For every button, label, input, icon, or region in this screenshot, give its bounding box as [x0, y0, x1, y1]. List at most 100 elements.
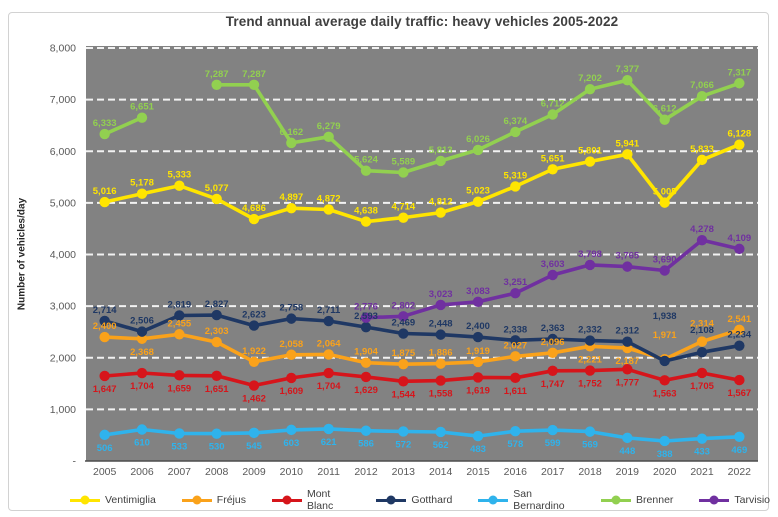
legend-label: San Bernardino	[513, 488, 565, 512]
data-point	[211, 193, 222, 205]
data-point	[547, 347, 558, 358]
legend-label: Fréjus	[216, 494, 246, 506]
data-label: 4,109	[727, 233, 751, 244]
data-point	[248, 320, 260, 331]
legend-item-san-bernardino[interactable]: San Bernardino	[478, 488, 575, 512]
data-point	[734, 243, 745, 255]
data-point	[510, 425, 521, 437]
data-label: 1,922	[242, 346, 266, 357]
data-label: 4,278	[690, 224, 714, 235]
data-label: 533	[171, 441, 187, 452]
legend-marker-dot	[709, 495, 719, 505]
data-point	[547, 164, 558, 175]
x-tick-label: 2019	[616, 466, 640, 478]
data-point	[584, 365, 596, 376]
y-tick-label: 3,000	[50, 301, 76, 313]
data-point	[622, 74, 633, 86]
legend-marker-dot	[282, 495, 292, 505]
legend-item-ventimiglia[interactable]: Ventimiglia	[70, 494, 156, 506]
data-point	[323, 423, 334, 435]
data-label: 2,363	[541, 323, 565, 334]
data-label: 6,128	[727, 129, 751, 140]
data-point	[734, 431, 745, 442]
data-point	[510, 287, 521, 299]
legend-label: Brenner	[636, 494, 674, 506]
data-point	[547, 333, 558, 345]
data-label: 1,567	[727, 388, 751, 399]
data-point	[211, 428, 222, 439]
legend-item-brenner[interactable]: Brenner	[601, 494, 673, 506]
data-point	[510, 351, 521, 362]
data-label: 4,872	[317, 193, 341, 204]
data-point	[398, 328, 409, 339]
legend-item-gotthard[interactable]: Gotthard	[376, 494, 452, 506]
data-label: 569	[582, 440, 598, 451]
data-label: 5,589	[391, 156, 415, 167]
data-label: 483	[470, 444, 486, 455]
data-label: 1,704	[130, 381, 154, 392]
data-label: 2,819	[167, 299, 191, 310]
data-label: 586	[358, 439, 374, 450]
data-label: 6,374	[503, 116, 527, 127]
data-label: 6,279	[317, 121, 341, 132]
x-tick-label: 2013	[392, 466, 416, 478]
data-point	[360, 216, 372, 227]
data-point	[659, 114, 670, 125]
data-label: 2,234	[727, 330, 751, 341]
data-point	[472, 144, 484, 156]
data-point	[472, 196, 484, 207]
data-point	[472, 372, 484, 383]
data-label: 2,368	[130, 347, 154, 358]
legend-item-mont-blanc[interactable]: Mont Blanc	[271, 488, 350, 512]
data-label: 1,704	[317, 381, 341, 392]
data-point	[435, 155, 446, 167]
data-point	[659, 435, 670, 447]
series-line-ventimiglia	[102, 142, 742, 224]
data-label: 6,026	[466, 134, 490, 145]
legend-item-tarvisio[interactable]: Tarvisio	[699, 494, 770, 506]
data-label: 2,623	[242, 310, 266, 321]
legend-item-fr-jus[interactable]: Fréjus	[181, 494, 246, 506]
data-point	[584, 156, 596, 167]
data-point	[136, 326, 148, 337]
data-label: 3,083	[466, 286, 490, 297]
data-label: 2,541	[727, 314, 751, 325]
legend-marker-dot	[386, 495, 396, 505]
y-tick-label: 4,000	[50, 249, 76, 261]
data-label: 1,544	[391, 389, 415, 400]
legend-line-swatch	[699, 495, 730, 505]
data-label: 2,064	[317, 338, 341, 349]
data-point	[696, 154, 708, 166]
data-point	[472, 356, 484, 368]
x-tick-label: 2008	[205, 466, 229, 478]
data-label: 1,563	[653, 388, 677, 399]
data-label: 4,714	[391, 202, 415, 213]
legend-label: Tarvisio	[734, 494, 770, 506]
data-point	[659, 375, 670, 386]
data-point	[286, 313, 297, 324]
data-point	[136, 333, 148, 344]
data-point	[211, 79, 222, 91]
data-point	[323, 204, 334, 215]
data-label: 1,462	[242, 394, 266, 405]
x-tick-label: 2018	[578, 466, 602, 478]
data-point	[734, 324, 745, 336]
data-point	[174, 329, 185, 340]
data-point	[286, 372, 297, 384]
data-point	[547, 365, 558, 377]
data-label: 5,624	[354, 155, 378, 166]
data-label: 3,765	[615, 251, 639, 262]
data-point	[323, 315, 334, 327]
legend-line-swatch	[70, 495, 100, 505]
data-label: 5,941	[615, 138, 639, 149]
data-label: 2,776	[354, 302, 378, 313]
data-label: 3,251	[503, 277, 527, 288]
data-point	[435, 426, 446, 438]
data-point	[248, 356, 260, 367]
data-label: 5,833	[690, 144, 714, 155]
data-label: 5,813	[429, 145, 453, 156]
data-label: 4,638	[354, 206, 378, 217]
legend-marker-dot	[488, 495, 498, 505]
data-point	[248, 79, 260, 91]
data-label: 1,647	[93, 384, 117, 395]
